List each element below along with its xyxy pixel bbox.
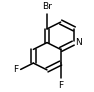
Text: Br: Br <box>42 2 52 11</box>
Text: F: F <box>13 65 19 74</box>
Text: N: N <box>75 38 82 47</box>
Text: F: F <box>58 81 63 90</box>
